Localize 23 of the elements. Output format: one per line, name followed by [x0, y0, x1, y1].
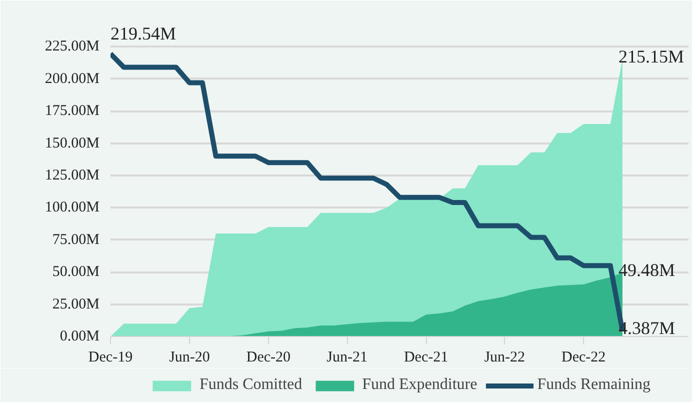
y-tick-label: 25.00M [52, 296, 100, 312]
y-tick-label: 125.00M [44, 168, 100, 184]
x-tick-label: Jun-21 [326, 350, 368, 366]
annotation: 215.15M [618, 46, 684, 66]
legend-label: Funds Comitted [199, 376, 302, 394]
legend-label: Funds Remaining [537, 376, 651, 394]
x-tick-label: Dec-22 [562, 350, 606, 366]
x-tick-label: Dec-21 [404, 350, 448, 366]
y-tick-label: 100.00M [44, 200, 100, 216]
y-tick-label: 175.00M [44, 103, 100, 120]
x-tick-label: Dec-20 [246, 350, 291, 366]
y-tick-label: 0.00M [60, 328, 100, 344]
x-tick-label: Jun-22 [484, 350, 526, 366]
y-tick-label: 50.00M [52, 264, 100, 280]
legend-label: Fund Expenditure [362, 376, 478, 394]
x-tick-label: Dec-19 [88, 350, 133, 366]
y-tick-label: 150.00M [44, 135, 100, 152]
y-tick-label: 225.00M [44, 38, 100, 55]
x-tick-label: Jun-20 [169, 350, 210, 366]
y-tick-label: 200.00M [44, 70, 100, 87]
annotation: 219.54M [110, 24, 176, 44]
annotation: 49.48M [618, 260, 675, 280]
y-tick-label: 75.00M [52, 232, 100, 248]
